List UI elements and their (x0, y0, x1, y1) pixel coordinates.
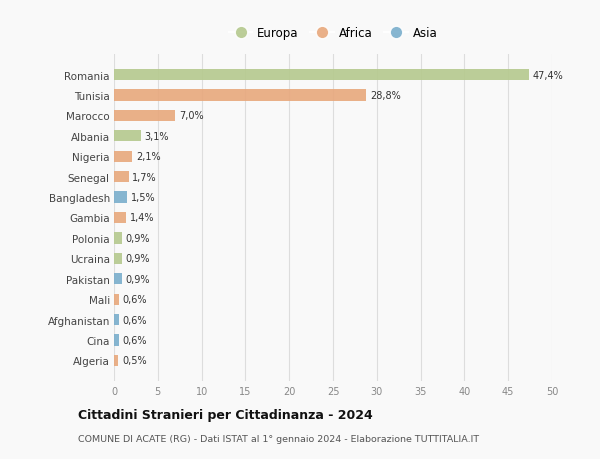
Bar (114, 111, 175, 122)
Text: 28,8%: 28,8% (370, 91, 401, 101)
Legend: Europa, Africa, Asia: Europa, Africa, Asia (224, 22, 442, 44)
Bar (114, 233, 122, 244)
Text: 1,4%: 1,4% (130, 213, 154, 223)
Text: 1,5%: 1,5% (131, 193, 155, 203)
Text: 3,1%: 3,1% (145, 132, 169, 141)
Text: 47,4%: 47,4% (533, 71, 563, 80)
Text: COMUNE DI ACATE (RG) - Dati ISTAT al 1° gennaio 2024 - Elaborazione TUTTITALIA.I: COMUNE DI ACATE (RG) - Dati ISTAT al 1° … (78, 434, 479, 442)
Text: 0,6%: 0,6% (123, 315, 147, 325)
Text: 0,6%: 0,6% (123, 295, 147, 304)
Bar (114, 131, 141, 142)
Text: 0,6%: 0,6% (123, 335, 147, 345)
Bar (114, 192, 127, 203)
Bar (114, 314, 119, 325)
Bar (114, 151, 133, 162)
Bar (114, 355, 118, 366)
Text: 0,9%: 0,9% (125, 254, 150, 264)
Text: 1,7%: 1,7% (133, 172, 157, 182)
Text: Cittadini Stranieri per Cittadinanza - 2024: Cittadini Stranieri per Cittadinanza - 2… (78, 408, 373, 421)
Text: 2,1%: 2,1% (136, 152, 161, 162)
Bar (114, 294, 119, 305)
Bar (114, 335, 119, 346)
Text: 0,9%: 0,9% (125, 274, 150, 284)
Bar (114, 213, 126, 224)
Bar (114, 172, 129, 183)
Text: 0,5%: 0,5% (122, 356, 146, 365)
Bar (114, 274, 122, 285)
Text: 0,9%: 0,9% (125, 233, 150, 243)
Bar (114, 90, 366, 101)
Bar (114, 253, 122, 264)
Bar (114, 70, 529, 81)
Text: 7,0%: 7,0% (179, 111, 203, 121)
